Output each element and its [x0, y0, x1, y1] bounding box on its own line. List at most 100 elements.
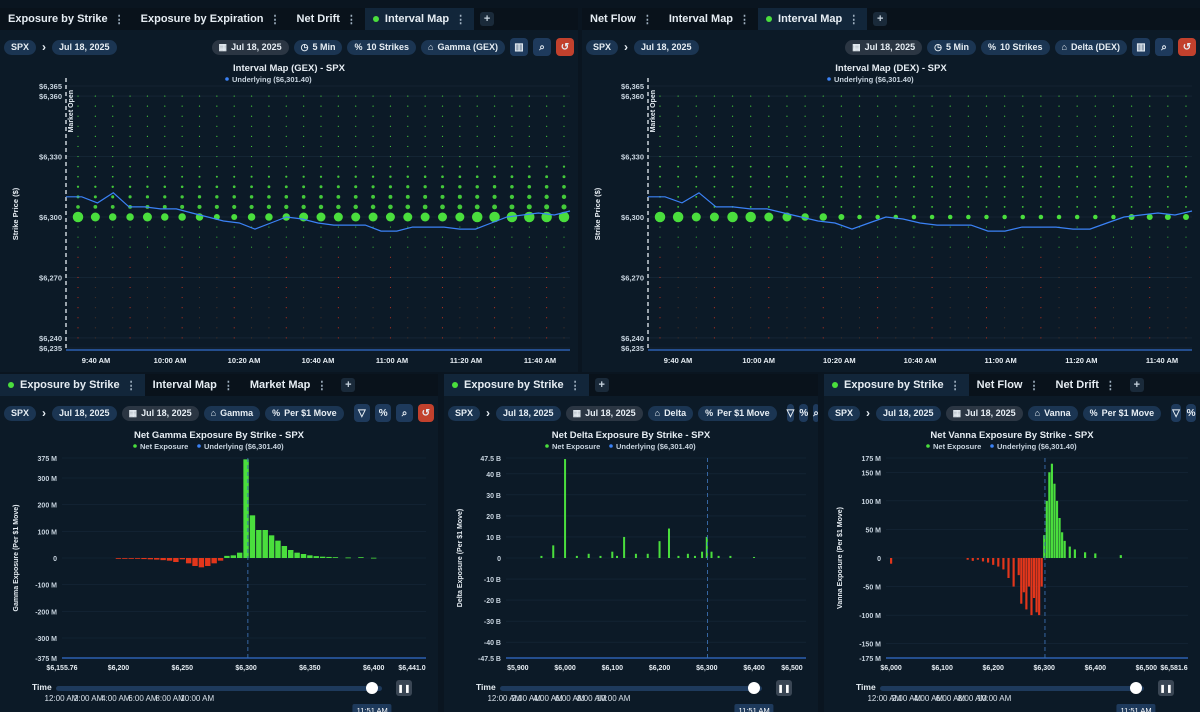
- time-slider-thumb[interactable]: [748, 682, 761, 694]
- interval-select[interactable]: ◷ 5 Min: [927, 39, 976, 55]
- pause-button[interactable]: ❚❚: [1158, 680, 1174, 696]
- add-tab-button[interactable]: +: [594, 378, 609, 392]
- atm-bubble: [911, 214, 917, 220]
- tab[interactable]: Net Flow ⋮: [582, 8, 661, 30]
- greek-select[interactable]: ⌂ Gamma (GEX): [421, 39, 505, 55]
- date-picker[interactable]: ▦ Jul 18, 2025: [845, 39, 923, 55]
- expiration-select[interactable]: Jul 18, 2025: [52, 39, 117, 55]
- zoom-button[interactable]: ⌕: [396, 404, 413, 422]
- strike-dot: [214, 204, 219, 209]
- tab-label: Net Flow: [590, 13, 636, 25]
- zoom-button[interactable]: ⌕: [813, 404, 818, 422]
- kebab-menu-icon[interactable]: ⋮: [739, 13, 751, 26]
- chart-type-button[interactable]: ▥: [510, 38, 528, 56]
- tab[interactable]: Exposure by Strike ⋮: [0, 374, 145, 396]
- add-tab-button[interactable]: +: [873, 12, 888, 26]
- add-tab-button[interactable]: +: [341, 378, 356, 392]
- symbol-select[interactable]: SPX: [448, 405, 481, 421]
- strike-dot: [198, 317, 201, 319]
- interval-select[interactable]: ◷ 5 Min: [293, 39, 343, 55]
- strike-dot: [146, 95, 149, 97]
- tab[interactable]: Exposure by Expiration ⋮: [133, 8, 289, 30]
- greek-select[interactable]: ⌂ Gamma: [203, 405, 261, 421]
- date-picker[interactable]: ▦ Jul 18, 2025: [565, 405, 643, 421]
- chart-type-button[interactable]: ▥: [1132, 38, 1150, 56]
- move-select[interactable]: % Per $1 Move: [698, 405, 777, 421]
- symbol-select[interactable]: SPX: [828, 405, 861, 421]
- strike-dot: [895, 115, 897, 117]
- greek-select[interactable]: ⌂ Delta (DEX): [1054, 39, 1127, 55]
- filter-button[interactable]: ▽: [1171, 404, 1182, 422]
- tab[interactable]: Interval Map ⋮: [661, 8, 758, 30]
- expiration-select[interactable]: Jul 18, 2025: [634, 39, 699, 55]
- symbol-select[interactable]: SPX: [586, 39, 619, 55]
- date-picker[interactable]: ▦ Jul 18, 2025: [945, 405, 1023, 421]
- kebab-menu-icon[interactable]: ⋮: [269, 13, 281, 26]
- date-picker[interactable]: ▦ Jul 18, 2025: [121, 405, 199, 421]
- time-track[interactable]: ❚❚: [56, 680, 412, 696]
- strike-dot: [822, 165, 825, 168]
- expiration-select[interactable]: Jul 18, 2025: [52, 405, 117, 421]
- strike-dot: [822, 95, 824, 97]
- kebab-menu-icon[interactable]: ⋮: [345, 13, 357, 26]
- kebab-menu-icon[interactable]: ⋮: [222, 379, 234, 392]
- time-track[interactable]: ❚❚: [880, 680, 1174, 696]
- symbol-select[interactable]: SPX: [4, 39, 37, 55]
- tab[interactable]: Net Drift ⋮: [1048, 374, 1124, 396]
- zoom-button[interactable]: ⌕: [533, 38, 551, 56]
- greek-select[interactable]: ⌂ Vanna: [1027, 405, 1078, 421]
- add-tab-button[interactable]: +: [1129, 378, 1144, 392]
- time-slider-thumb[interactable]: [1130, 682, 1143, 694]
- strike-dot: [1076, 175, 1079, 178]
- strikes-select[interactable]: % 10 Strikes: [981, 39, 1050, 55]
- strike-dot: [1131, 297, 1133, 299]
- kebab-menu-icon[interactable]: ⋮: [641, 13, 653, 26]
- filter-button[interactable]: ▽: [353, 404, 370, 422]
- percent-button[interactable]: %: [799, 404, 809, 422]
- strike-dot: [337, 317, 339, 319]
- bar: [710, 551, 713, 558]
- legend-net: Net Exposure: [933, 442, 981, 451]
- expiration-select[interactable]: Jul 18, 2025: [876, 405, 941, 421]
- tab[interactable]: Exposure by Strike ⋮: [0, 8, 133, 30]
- date-picker[interactable]: ▦ Jul 18, 2025: [211, 39, 289, 55]
- time-slider-thumb[interactable]: [366, 682, 379, 694]
- history-button[interactable]: ↺: [417, 404, 435, 422]
- strikes-select[interactable]: % 10 Strikes: [347, 39, 417, 55]
- tab[interactable]: Net Drift ⋮: [289, 8, 365, 30]
- tab[interactable]: Market Map ⋮: [242, 374, 336, 396]
- kebab-menu-icon[interactable]: ⋮: [316, 379, 328, 392]
- filter-button[interactable]: ▽: [786, 404, 795, 422]
- percent-button[interactable]: %: [374, 404, 392, 422]
- strike-dot: [1022, 337, 1024, 339]
- percent-button[interactable]: %: [1186, 404, 1196, 422]
- kebab-menu-icon[interactable]: ⋮: [569, 379, 581, 392]
- kebab-menu-icon[interactable]: ⋮: [1028, 379, 1040, 392]
- tab[interactable]: Interval Map ⋮: [364, 8, 475, 30]
- kebab-menu-icon[interactable]: ⋮: [125, 379, 137, 392]
- strike-dot: [164, 317, 166, 319]
- pause-button[interactable]: ❚❚: [396, 680, 412, 696]
- zoom-button[interactable]: ⌕: [1155, 38, 1173, 56]
- kebab-menu-icon[interactable]: ⋮: [949, 379, 961, 392]
- kebab-menu-icon[interactable]: ⋮: [1104, 379, 1116, 392]
- time-track[interactable]: ❚❚: [500, 680, 792, 696]
- move-select[interactable]: % Per $1 Move: [265, 405, 344, 421]
- history-button[interactable]: ↺: [556, 38, 574, 56]
- tab[interactable]: Exposure by Strike ⋮: [444, 374, 589, 396]
- tab[interactable]: Interval Map ⋮: [758, 8, 868, 30]
- kebab-menu-icon[interactable]: ⋮: [455, 13, 467, 26]
- pause-button[interactable]: ❚❚: [776, 680, 792, 696]
- symbol-select[interactable]: SPX: [4, 405, 37, 421]
- tab[interactable]: Net Flow ⋮: [969, 374, 1048, 396]
- bar: [646, 553, 649, 558]
- add-tab-button[interactable]: +: [480, 12, 495, 26]
- greek-select[interactable]: ⌂ Delta: [647, 405, 694, 421]
- expiration-select[interactable]: Jul 18, 2025: [496, 405, 561, 421]
- move-select[interactable]: % Per $1 Move: [1082, 405, 1162, 421]
- tab[interactable]: Interval Map ⋮: [145, 374, 242, 396]
- tab[interactable]: Exposure by Strike ⋮: [824, 374, 969, 396]
- history-button[interactable]: ↺: [1178, 38, 1196, 56]
- kebab-menu-icon[interactable]: ⋮: [113, 13, 125, 26]
- kebab-menu-icon[interactable]: ⋮: [848, 13, 860, 26]
